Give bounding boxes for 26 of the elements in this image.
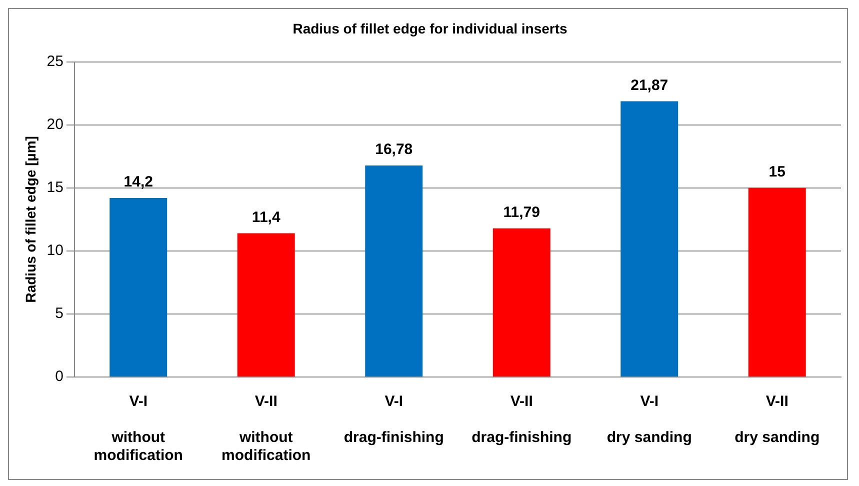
chart-title: Radius of fillet edge for individual inserts <box>292 20 568 36</box>
category-label: V-II dry sanding <box>734 393 820 446</box>
bar <box>365 165 423 376</box>
y-axis-title: Radius of fillet edge [µm] <box>22 136 38 303</box>
category-label: V-II without modification <box>222 393 311 464</box>
y-tick-label: 15 <box>46 179 64 196</box>
category-label: V-I without modification <box>94 393 183 464</box>
bar <box>620 101 678 376</box>
bar <box>748 188 806 376</box>
y-tick-label: 10 <box>46 242 64 260</box>
y-tick-label: 20 <box>46 116 64 133</box>
data-label: 14,2 <box>124 174 153 191</box>
bar <box>237 233 295 376</box>
y-tick-label: 0 <box>55 368 64 386</box>
data-label: 16,78 <box>375 141 413 158</box>
category-label: V-I drag-finishing <box>344 393 444 446</box>
data-label: 21,87 <box>630 76 668 94</box>
bar <box>110 198 168 376</box>
data-label: 15 <box>768 164 786 181</box>
data-label: 11,79 <box>503 204 540 221</box>
category-label: V-II drag-finishing <box>472 393 572 446</box>
category-label: V-I dry sanding <box>606 393 692 446</box>
y-tick-label: 25 <box>46 52 64 70</box>
bar <box>492 228 550 376</box>
y-tick-label: 5 <box>55 305 64 322</box>
data-label: 11,4 <box>252 208 281 226</box>
